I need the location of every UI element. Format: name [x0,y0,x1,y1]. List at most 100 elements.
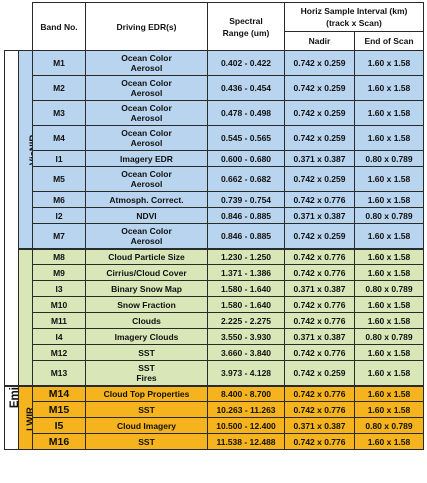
spectral-range-cell: 3.660 - 3.840 [207,344,285,361]
corner-blank-2 [18,2,33,51]
edr-line: Cloud Imagery [116,420,177,431]
end-of-scan-cell: 1.60 x 1.58 [354,50,424,76]
edr-cell: SST [85,433,208,450]
end-of-scan-cell: 1.60 x 1.58 [354,100,424,126]
band-cell: M3 [32,100,86,126]
table-row: I3 Binary Snow Map 1.580 - 1.640 0.371 x 0.… [5,280,424,297]
band-cell: M2 [32,75,86,101]
nadir-cell: 0.742 x 0.776 [284,384,355,402]
edr-line: Ocean Color [121,78,172,88]
end-of-scan-cell: 1.60 x 1.58 [354,296,424,313]
band-cell: M10 [32,296,86,313]
end-of-scan-cell: 1.60 x 1.58 [354,247,424,265]
band-cell: M9 [32,264,86,281]
table-row: I4 Imagery Clouds 3.550 - 3.930 0.371 x 0.3… [5,328,424,345]
table-row: I2 NDVI 0.846 - 0.885 0.371 x 0.387 0.80 x 0… [5,207,424,224]
edr-cell: Ocean Color Aerosol [85,100,208,126]
edr-cell: Cirrius/Cloud Cover [85,264,208,281]
subgroup-lwir-label: LWIR [24,406,33,431]
nadir-cell: 0.742 x 0.776 [284,312,355,329]
end-of-scan-cell: 1.60 x 1.58 [354,344,424,361]
table-body: Reflective BandsVisNIRM1Ocean ColorAeros… [4,50,424,450]
edr-cell: Binary Snow Map [85,280,208,297]
end-of-scan-cell: 1.60 x 1.58 [354,166,424,192]
nadir-cell: 0.742 x 0.776 [284,264,355,281]
edr-cell: SST [85,401,208,418]
edr-cell: Atmosph. Correct. [85,191,208,208]
nadir-cell: 0.742 x 0.776 [284,191,355,208]
edr-cell: Snow Fraction [85,296,208,313]
edr-line: Cloud Top Properties [103,388,190,399]
edr-line: Snow Fraction [117,299,176,310]
edr-line: Cloud Particle Size [108,251,185,262]
band-cell: I1 [32,150,86,167]
edr-line: Aerosol [130,113,163,123]
end-of-scan-header: End of Scan [354,31,424,51]
spectral-range-cell: 0.739 - 0.754 [207,191,285,208]
edr-line: Atmosph. Correct. [109,194,184,205]
spectral-range-cell: 1.580 - 1.640 [207,296,285,313]
nadir-cell: 0.742 x 0.776 [284,344,355,361]
end-of-scan-cell: 1.60 x 1.58 [354,191,424,208]
spectral-range-cell: 3.550 - 3.930 [207,328,285,345]
edr-line: NDVI [136,210,157,221]
table-row: M9 Cirrius/Cloud Cover 1.371 - 1.386 0.742 … [5,264,424,281]
end-of-scan-cell: 1.60 x 1.58 [354,125,424,151]
table-row: M16 SST 11.538 - 12.488 0.742 x 0.776 1.60 x… [5,433,424,450]
table-row: I5 Cloud Imagery 10.500 - 12.400 0.371 x 0.… [5,417,424,434]
spectral-range-cell: 0.846 - 0.885 [207,223,285,249]
spectral-range-cell: 0.600 - 0.680 [207,150,285,167]
nadir-cell: 0.742 x 0.776 [284,401,355,418]
table-row: M7 Ocean Color Aerosol 0.846 - 0.885 0.742 x… [5,223,424,249]
nadir-cell: 0.371 x 0.387 [284,280,355,297]
band-cell: M11 [32,312,86,329]
edr-cell: Ocean Color Aerosol [85,125,208,151]
edr-cell: Cloud Imagery [85,417,208,434]
end-of-scan-cell: 0.80 x 0.789 [354,280,424,297]
table-row: M13 SST Fires 3.973 - 4.128 0.742 x 0.259 1.6… [5,360,424,386]
edr-line: Imagery EDR [120,153,173,164]
band-cell: I2 [32,207,86,224]
edr-line: Binary Snow Map [111,283,182,294]
band-cell: M12 [32,344,86,361]
spectral-range-cell: 0.402 - 0.422 [207,50,285,76]
end-of-scan-cell: 1.60 x 1.58 [354,264,424,281]
end-of-scan-cell: 1.60 x 1.58 [354,433,424,450]
edr-line: Ocean Color [121,103,172,113]
nadir-cell: 0.742 x 0.259 [284,50,355,76]
end-of-scan-cell: 0.80 x 0.789 [354,207,424,224]
nadir-cell: 0.371 x 0.387 [284,328,355,345]
end-of-scan-cell: 0.80 x 0.789 [354,417,424,434]
spectral-range-header: Spectral Range (um) [207,2,285,51]
category-emissive-label: Emissive Bands [9,388,17,408]
band-cell: M14 [32,384,86,402]
table-row: M11 Clouds 2.225 - 2.275 0.742 x 0.776 1.60 … [5,312,424,329]
edr-line: Ocean Color [121,225,172,236]
edr-cell: Imagery Clouds [85,328,208,345]
nadir-cell: 0.742 x 0.259 [284,360,355,386]
edr-cell: Clouds [85,312,208,329]
spectral-range-cell: 0.545 - 0.565 [207,125,285,151]
end-of-scan-cell: 1.60 x 1.58 [354,75,424,101]
table-row: M10 Snow Fraction 1.580 - 1.640 0.742 x 0.7… [5,296,424,313]
edr-line: SST [138,347,155,358]
end-of-scan-cell: 1.60 x 1.58 [354,401,424,418]
table-row: Emissive Bands LWIR M14 Cloud Top Propertie… [4,384,424,450]
nadir-cell: 0.371 x 0.387 [284,150,355,167]
spectral-range-cell: 1.230 - 1.250 [207,247,285,265]
spectral-range-cell: 10.263 - 11.263 [207,401,285,418]
band-cell: I3 [32,280,86,297]
edr-cell: Cloud Particle Size [85,247,208,265]
subgroup-visnir: VisNIR [18,50,33,249]
spectral-range-cell: 3.973 - 4.128 [207,360,285,386]
edr-cell: Ocean Color Aerosol [85,75,208,101]
table-row: M4 Ocean Color Aerosol 0.545 - 0.565 0.742 x… [5,125,424,151]
subgroup-swmwir: S/MWIR [18,247,33,386]
band-cell: I5 [32,417,86,434]
edr-line: Aerosol [130,179,163,189]
end-of-scan-cell: 1.60 x 1.58 [354,360,424,386]
nadir-header: Nadir [284,31,355,51]
spectral-range-cell: 0.436 - 0.454 [207,75,285,101]
table-row: S/MWIRM8 Cloud Particle Size 1.230 - 1.250… [5,247,424,386]
table-row: Reflective BandsVisNIRM1Ocean ColorAeros… [4,50,424,386]
